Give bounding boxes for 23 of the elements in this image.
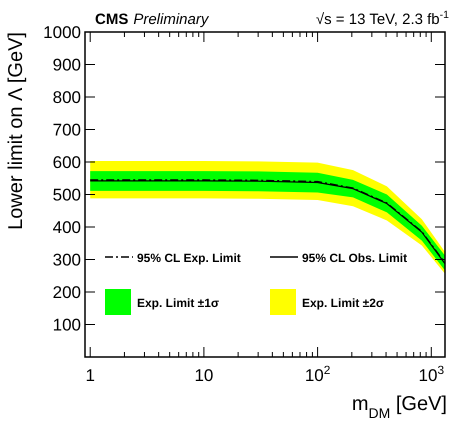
- y-tick-label: 700: [52, 120, 81, 140]
- x-tick-label: 10$^{3}$: [418, 363, 444, 385]
- legend-label: 95% CL Obs. Limit: [302, 251, 408, 265]
- y-tick-label: 400: [52, 218, 81, 237]
- x-tick-label: 1: [85, 366, 95, 385]
- x-axis-title: m$_{DM}$ [GeV]: [352, 393, 447, 421]
- y-tick-label: 500: [52, 186, 81, 204]
- y-axis-title: Lower limit on Λ [GeV]: [5, 32, 27, 230]
- legend-label: Exp. Limit ±1σ: [137, 296, 220, 310]
- y-tick-label: 800: [52, 88, 81, 107]
- chart-title: CMS: [95, 11, 128, 28]
- x-tick-label: 10: [194, 366, 214, 385]
- y-tick-label: 300: [52, 250, 81, 270]
- x-tick-label: 10$^{2}$: [304, 363, 331, 385]
- y-tick-label: 200: [52, 283, 81, 302]
- legend-label: 95% CL Exp. Limit: [137, 251, 241, 265]
- y-tick-label: 100: [52, 316, 81, 334]
- y-tick-label: 900: [52, 56, 81, 74]
- y-tick-label: 1000: [43, 23, 81, 42]
- legend-label: Exp. Limit ±2σ: [302, 296, 384, 310]
- chart-subtitle: Preliminary: [133, 11, 210, 28]
- text: √s = 13 TeV, 2.3 fb$^{-1}$: [316, 9, 450, 28]
- y-tick-label: 600: [52, 153, 81, 172]
